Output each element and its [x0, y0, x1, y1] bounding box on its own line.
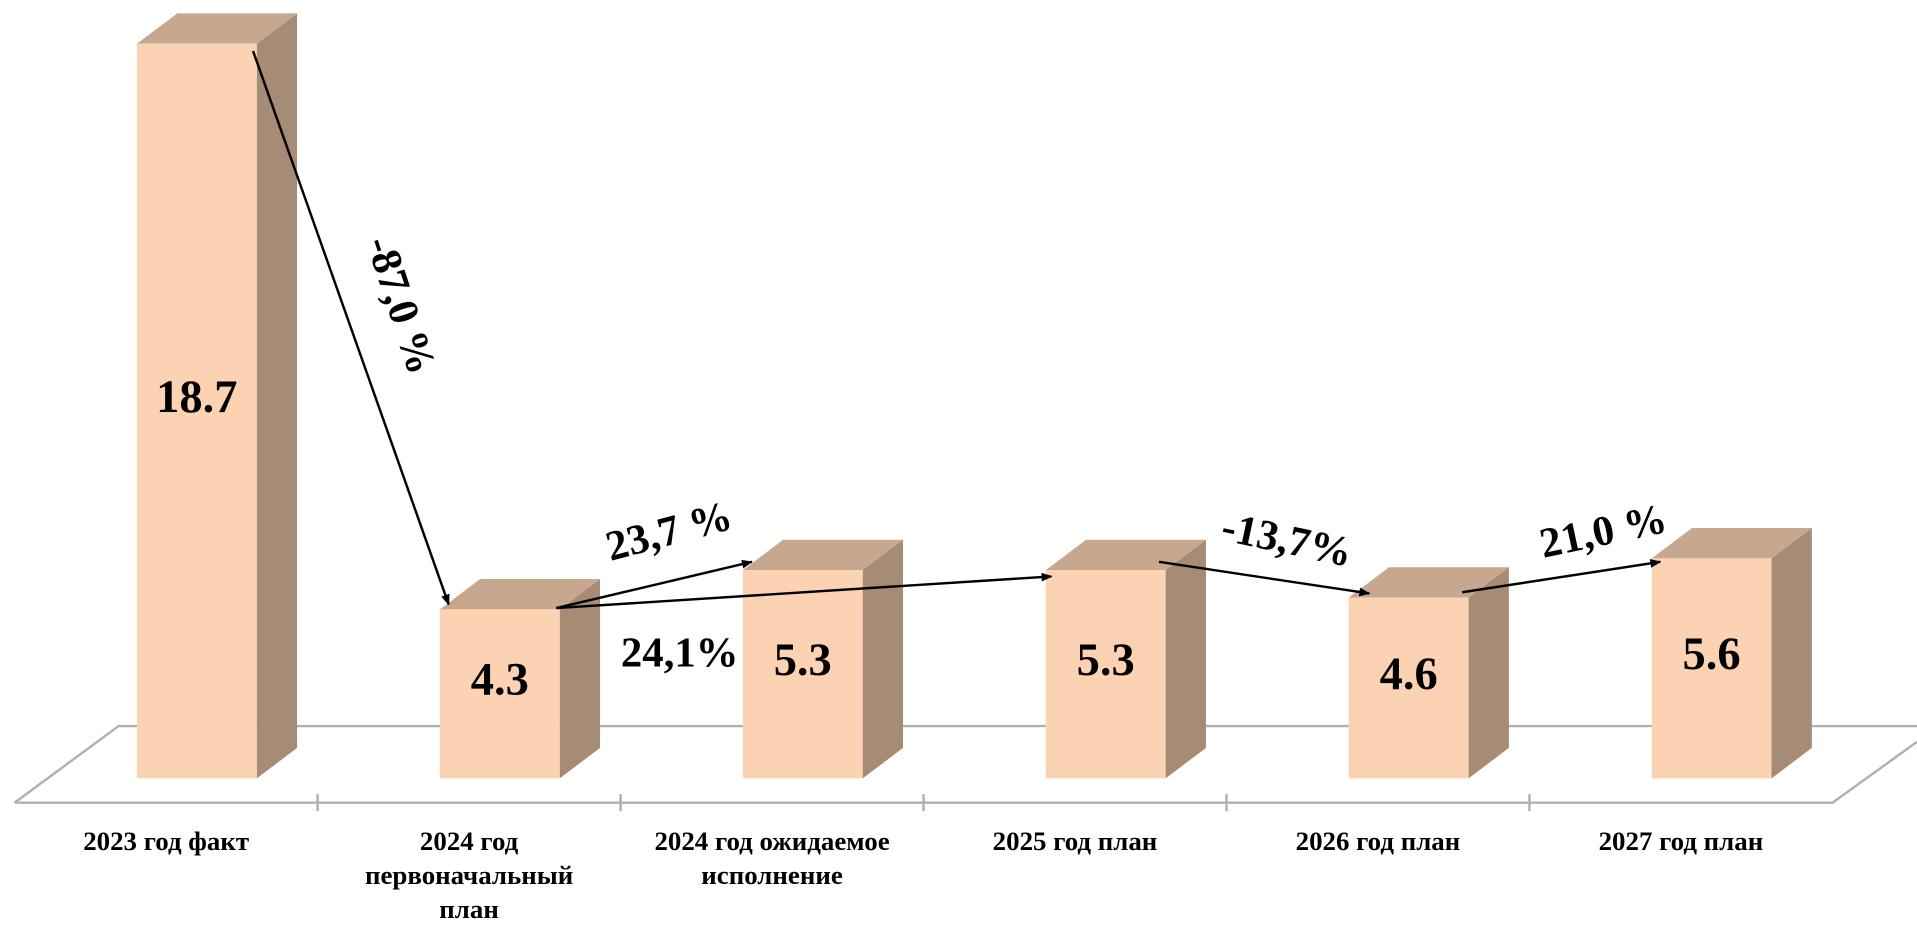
floor: [13, 724, 1917, 804]
x-tick-label: 2025 год план: [992, 825, 1158, 857]
bar-front: [1651, 558, 1772, 779]
bar: [742, 539, 903, 779]
value-label: 5.3: [1077, 635, 1135, 686]
value-label: 18.7: [156, 372, 237, 423]
value-label: 4.3: [471, 655, 529, 706]
bar: [1045, 539, 1206, 779]
bar: [136, 13, 298, 779]
bar-front: [136, 43, 257, 779]
annotation: -87,0 %: [356, 231, 445, 380]
value-label: 5.6: [1683, 629, 1741, 680]
x-tick-foreign: 2026 год план: [1295, 825, 1461, 857]
bar: [439, 579, 601, 779]
bar-side: [1771, 527, 1812, 779]
bar: [1651, 527, 1812, 779]
x-tick-label: 2027 год план: [1598, 825, 1764, 857]
x-tick-label: 2024 год ожидаемое исполнение: [654, 825, 890, 891]
arrow: [1462, 559, 1662, 594]
x-tick-label: 2023 год факт: [83, 825, 250, 857]
x-tick-foreign: 2025 год план: [992, 825, 1158, 857]
bar-top: [136, 13, 298, 44]
x-tick-label: 2024 год первоначальный план: [364, 825, 574, 925]
value-label: 4.6: [1380, 649, 1438, 700]
bar: [1348, 567, 1509, 779]
x-tick-foreign: 2023 год факт: [83, 825, 250, 857]
bar-side: [862, 539, 903, 779]
value-label: 5.3: [774, 635, 832, 686]
x-tick-foreign: 2027 год план: [1598, 825, 1764, 857]
bar-side: [1165, 539, 1206, 779]
bar-side: [1468, 567, 1509, 779]
arrow: [251, 50, 450, 606]
x-tick-label: 2026 год план: [1295, 825, 1461, 857]
annotation: 23,7 %: [601, 492, 737, 570]
x-tick-foreign: 2024 год первоначальный план: [364, 825, 574, 925]
bar-front: [439, 609, 560, 779]
bar-side: [256, 13, 298, 779]
arrow: [1158, 560, 1371, 597]
annotation: -13,7%: [1218, 503, 1357, 576]
x-tick-foreign: 2024 год ожидаемое исполнение: [654, 825, 890, 891]
bar-top: [1651, 527, 1812, 559]
arrow: [555, 559, 753, 610]
bar-front: [742, 570, 863, 779]
annotation: 24,1%: [621, 630, 739, 677]
bar-side: [559, 579, 601, 779]
bar-front: [1045, 570, 1166, 779]
bar-front: [1348, 597, 1469, 779]
bar-top: [439, 579, 601, 610]
bar-top: [742, 539, 903, 571]
arrow: [556, 572, 1053, 610]
annotation: 21,0 %: [1536, 495, 1671, 567]
